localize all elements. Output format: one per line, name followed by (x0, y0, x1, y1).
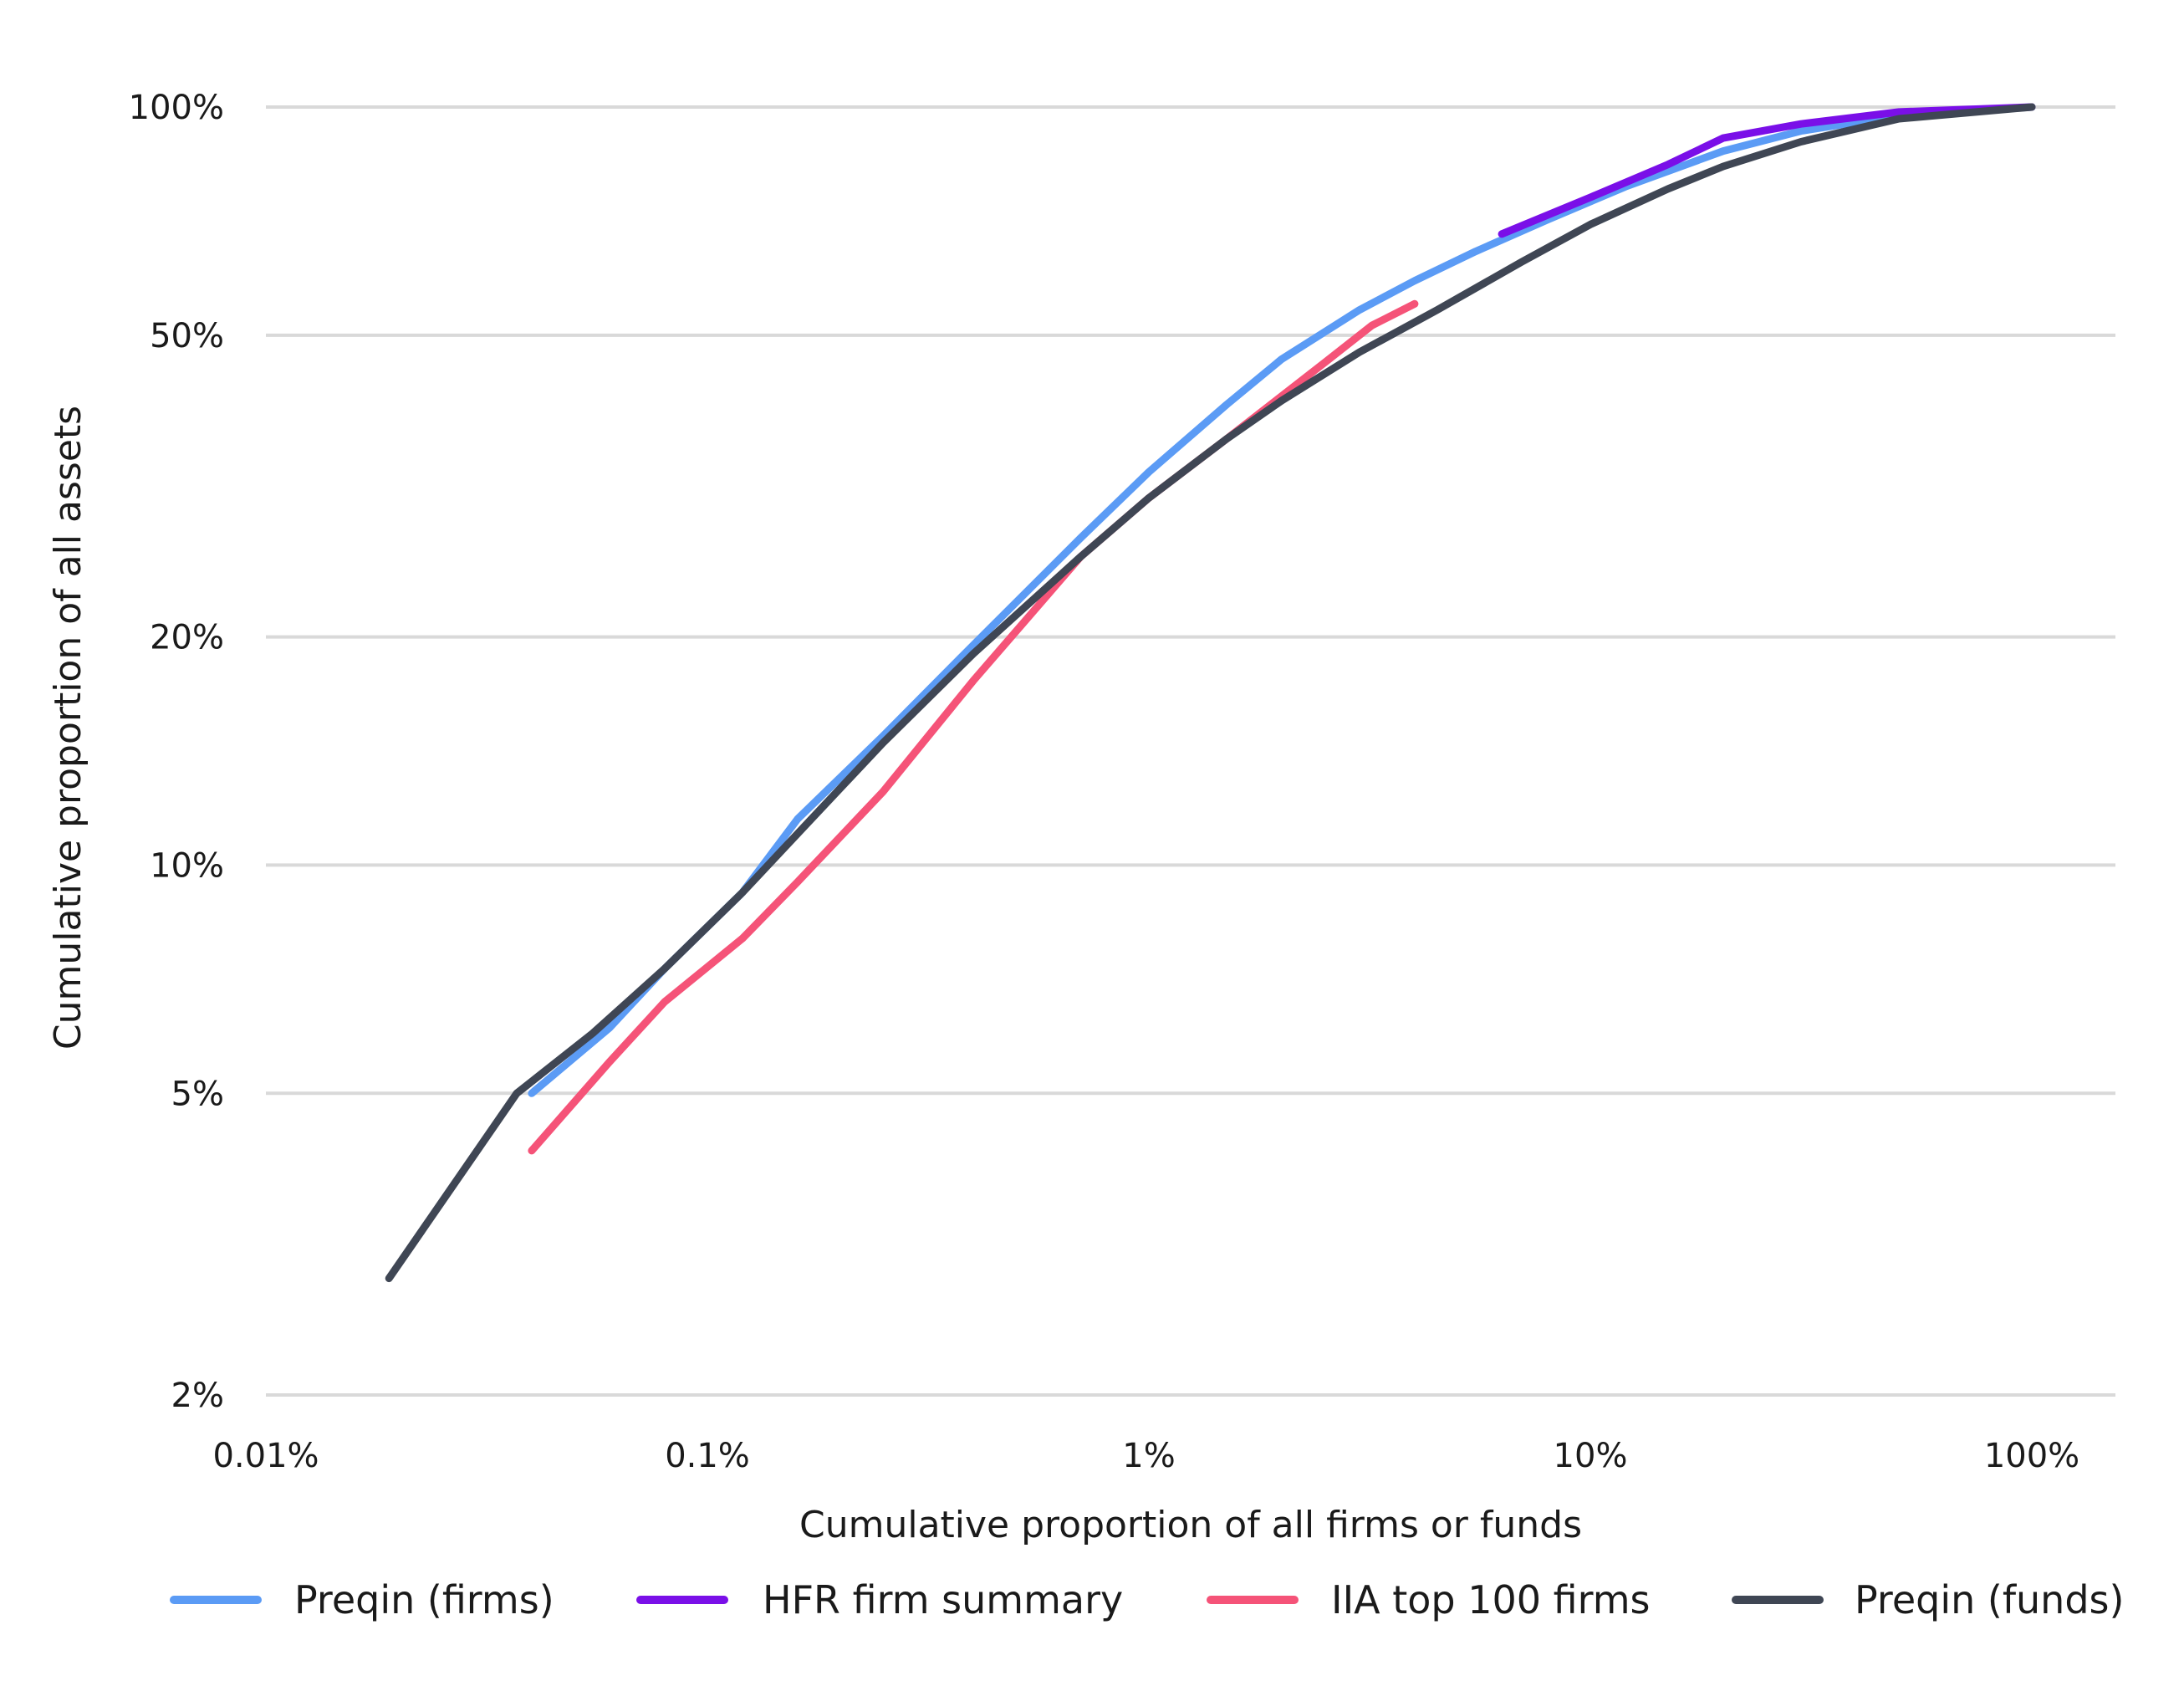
y-tick-label: 5% (171, 1075, 224, 1113)
x-tick-label: 0.01% (212, 1437, 319, 1475)
legend-item: IIA top 100 firms (1207, 1577, 1651, 1622)
legend-label: Preqin (firms) (294, 1577, 554, 1622)
series-line-preqin-funds (385, 103, 2036, 1283)
series-lines (385, 103, 2036, 1283)
legend-item: Preqin (firms) (170, 1577, 554, 1622)
x-axis-title: Cumulative proportion of all firms or fu… (799, 1504, 1582, 1546)
gridlines (266, 105, 2115, 1397)
x-tick-label: 1% (1122, 1437, 1175, 1475)
y-tick-label: 100% (129, 89, 224, 127)
legend-label: HFR firm summary (763, 1577, 1123, 1622)
legend-label: IIA top 100 firms (1331, 1577, 1651, 1622)
x-tick-label: 10% (1554, 1437, 1628, 1475)
y-tick-labels: 2% 5% 10% 20% 50% 100% (129, 89, 224, 1415)
y-tick-label: 20% (150, 619, 224, 657)
y-tick-label: 10% (150, 846, 224, 885)
series-line-hfr-firm-summary (1498, 103, 2036, 238)
x-tick-labels: 0.01% 0.1% 1% 10% 100% (212, 1437, 2079, 1475)
legend: Preqin (firms) HFR firm summary IIA top 10… (170, 1577, 2124, 1622)
legend-item: HFR firm summary (636, 1577, 1123, 1622)
legend-label: Preqin (funds) (1855, 1577, 2124, 1622)
y-tick-label: 50% (150, 317, 224, 355)
y-tick-label: 2% (171, 1377, 224, 1415)
series-line-preqin-firms (528, 103, 2036, 1097)
y-axis-title: Cumulative proportion of all assets (47, 406, 89, 1050)
x-tick-label: 0.1% (665, 1437, 750, 1475)
legend-item: Preqin (funds) (1732, 1577, 2124, 1622)
x-tick-label: 100% (1984, 1437, 2079, 1475)
series-line-iia-top-100-firms (528, 299, 1419, 1155)
